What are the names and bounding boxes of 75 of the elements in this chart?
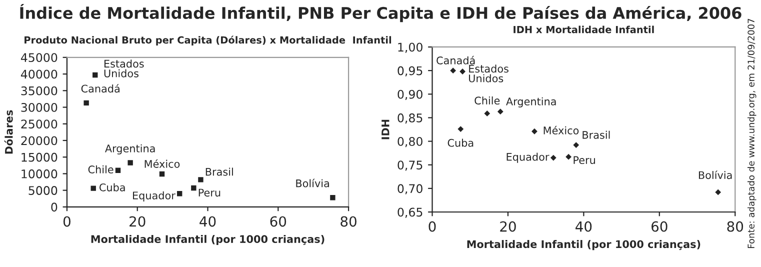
point — [176, 191, 182, 196]
point — [84, 100, 89, 106]
point — [458, 126, 464, 132]
y-axis-title: IDH — [382, 120, 390, 140]
point — [115, 168, 121, 173]
annotation: Equador — [506, 152, 550, 163]
source-note: Fonte: adaptado de www.undp.org, em 21/09/2007 — [748, 18, 756, 248]
point — [566, 154, 572, 160]
y-tick-label: 1,00 — [398, 42, 422, 53]
x-tick-label: 80 — [727, 221, 744, 232]
x-tick-label: 20 — [500, 221, 516, 232]
y-tick-label: 0,65 — [398, 208, 422, 218]
annotation: Peru — [574, 156, 595, 164]
y-tick-label: 0 — [51, 202, 58, 212]
annotation: México — [144, 159, 180, 168]
x-tick-label: 60 — [652, 221, 668, 232]
annotation: Equador — [133, 191, 176, 202]
point — [550, 154, 556, 161]
annotation: Argentina — [506, 97, 556, 108]
y-tick-label: 10000 — [22, 169, 58, 178]
point — [330, 195, 336, 200]
x-tick-label: 80 — [340, 216, 356, 227]
point — [715, 189, 722, 196]
chart-subtitle: IDH x Mortalidade Infantil — [514, 26, 654, 34]
x-axis-title: Mortalidade Infantil (por 1000 crianças) — [467, 240, 700, 250]
point — [90, 186, 96, 191]
y-tick-label: 0,95 — [398, 66, 422, 76]
y-tick-label: 25000 — [21, 120, 58, 129]
x-tick-label: 0 — [63, 216, 70, 227]
y-tick-label: 0,70 — [398, 184, 422, 194]
point — [191, 185, 196, 191]
y-tick-label: 45000 — [20, 53, 58, 62]
annotation: Bolívia — [296, 178, 329, 188]
y-axis-title: Dólares — [4, 110, 13, 154]
x-tick-label: 40 — [576, 221, 592, 232]
point — [497, 108, 504, 115]
annotation: Peru — [198, 188, 220, 197]
point — [92, 72, 98, 78]
y-tick-label: 0,80 — [398, 137, 422, 148]
y-tick-label: 20000 — [21, 136, 58, 146]
x-tick-label: 0 — [428, 221, 436, 232]
annotation: Estados Unidos — [104, 60, 144, 78]
point — [198, 177, 204, 182]
point — [532, 128, 538, 134]
annotation: Brasil — [582, 130, 610, 139]
annotation: Cuba — [448, 138, 474, 147]
point — [484, 110, 490, 116]
annotation: Argentina — [104, 144, 155, 154]
x-axis-title: Mortalidade Infantil (por 1000 crianças) — [91, 234, 324, 246]
y-tick-label: 15000 — [22, 152, 58, 162]
text: Índice de Mortalidade Infantil, PNB Per Capita e IDH de Países da América, 2006 — [20, 4, 742, 22]
y-tick-label: 35000 — [21, 86, 58, 96]
x-tick-label: 60 — [270, 216, 286, 227]
y-tick-label: 5000 — [28, 186, 58, 195]
annotation: Chile — [474, 96, 500, 105]
point — [450, 68, 456, 74]
annotation: México — [544, 126, 579, 134]
point — [573, 142, 580, 148]
chart-subtitle: Produto Nacional Bruto per Capita (Dólares) x Mortalidade Infantil — [24, 36, 392, 46]
point — [128, 160, 133, 166]
annotation: Canadá — [81, 84, 120, 93]
annotation: Estados Unidos — [468, 64, 508, 82]
point — [159, 171, 165, 177]
annotation: Bolívia — [698, 170, 732, 180]
annotation: Cuba — [100, 183, 125, 192]
annotation: Chile — [88, 165, 114, 174]
y-tick-label: 30000 — [21, 102, 58, 112]
y-tick-label: 0,90 — [398, 90, 422, 100]
y-tick-label: 0,75 — [398, 160, 422, 171]
x-tick-label: 40 — [200, 216, 216, 227]
y-tick-label: 0,85 — [398, 113, 422, 124]
annotation: Brasil — [206, 168, 233, 176]
annotation: Canadá — [436, 56, 475, 64]
x-tick-label: 20 — [130, 216, 146, 227]
y-tick-label: 40000 — [20, 70, 58, 79]
